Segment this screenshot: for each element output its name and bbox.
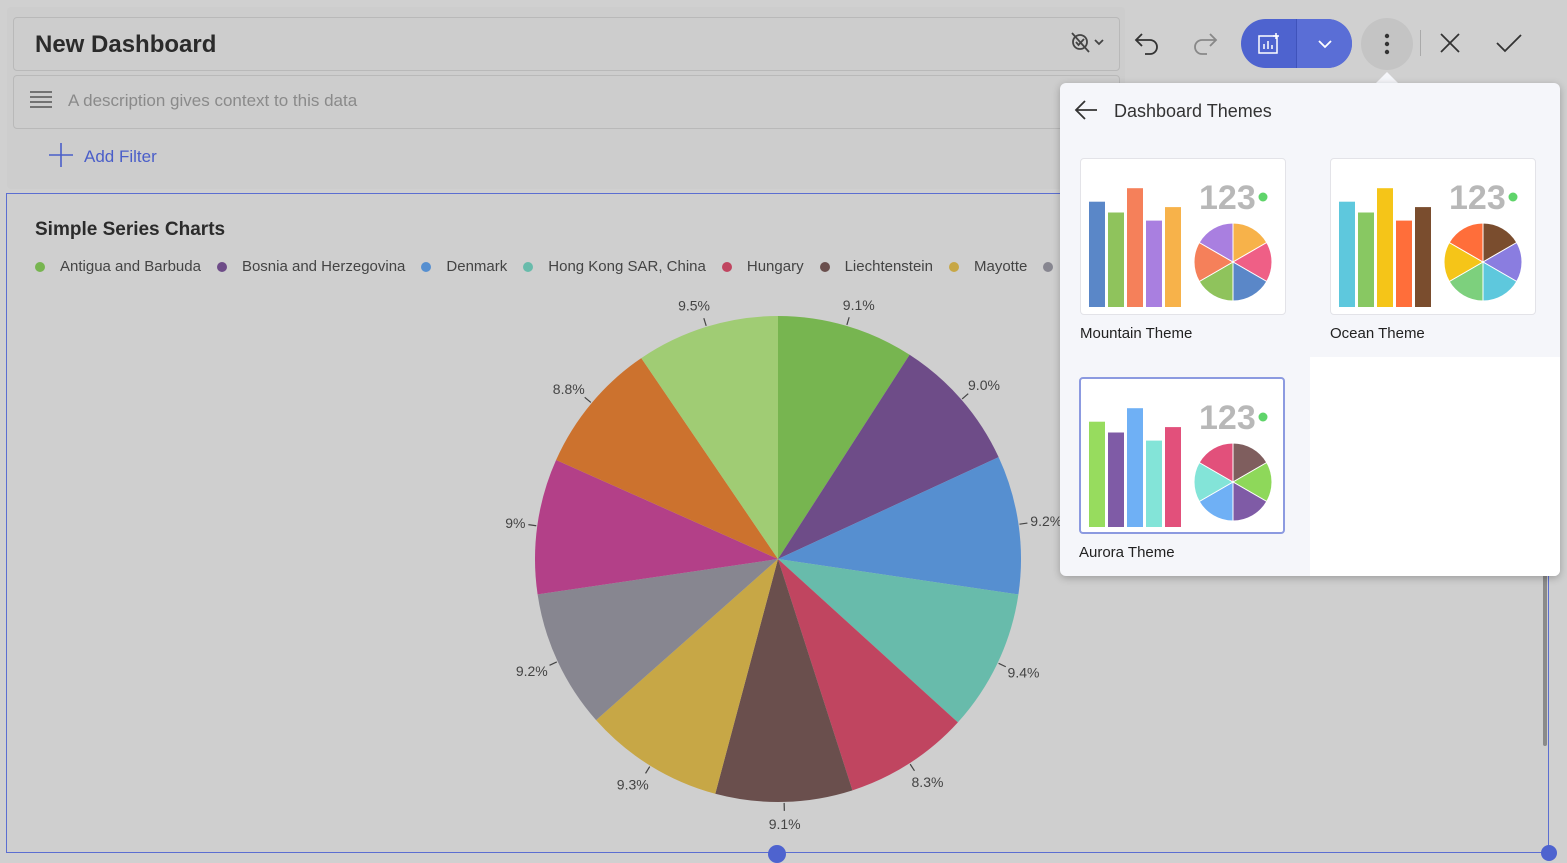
data-label: 9% xyxy=(505,515,525,531)
leader-line xyxy=(1020,523,1028,524)
thumb-bar xyxy=(1377,188,1393,307)
data-label: 9.1% xyxy=(843,297,875,313)
leader-line xyxy=(585,397,591,402)
theme-thumbnail: 123 xyxy=(1330,158,1536,315)
chevron-down-icon xyxy=(1318,39,1332,49)
data-label: 9.0% xyxy=(968,377,1000,393)
visualization-dropdown-icon[interactable] xyxy=(1067,30,1107,63)
vertical-scrollbar[interactable] xyxy=(1543,574,1547,746)
undo-button[interactable] xyxy=(1127,23,1167,63)
theme-thumbnail: 123 xyxy=(1079,377,1285,534)
thumb-bar xyxy=(1165,427,1181,527)
thumb-bar xyxy=(1127,188,1143,307)
add-visualization-button[interactable] xyxy=(1241,19,1296,68)
thumb-bar xyxy=(1108,433,1124,528)
undo-icon xyxy=(1133,31,1161,55)
add-visualization-dropdown[interactable] xyxy=(1296,19,1352,68)
thumb-bar xyxy=(1146,221,1162,307)
add-visualization-icon xyxy=(1258,33,1280,55)
data-label: 8.8% xyxy=(553,381,585,397)
thumb-bar xyxy=(1165,207,1181,307)
thumb-number: 123 xyxy=(1199,399,1256,437)
more-options-button[interactable] xyxy=(1361,18,1413,70)
close-button[interactable] xyxy=(1430,23,1470,63)
description-field[interactable]: A description gives context to this data xyxy=(13,75,1120,129)
theme-name: Ocean Theme xyxy=(1330,325,1536,342)
thumb-bar xyxy=(1396,221,1412,307)
data-label: 9.3% xyxy=(617,776,649,792)
leader-line xyxy=(999,663,1006,666)
pie-chart[interactable]: 9.1% 9.0% 9.2% 9.4% 8.3% 9.1% 9.3% 9.2% 9% 8.8% 9.… xyxy=(7,194,1107,834)
back-arrow-icon[interactable] xyxy=(1074,99,1098,126)
theme-name: Mountain Theme xyxy=(1080,325,1286,342)
redo-icon xyxy=(1191,31,1219,55)
data-label: 9.1% xyxy=(769,816,801,832)
dashboard-themes-panel: Dashboard Themes 123 Mountain Theme 123 … xyxy=(1060,83,1560,576)
theme-card-ocean[interactable]: 123 Ocean Theme xyxy=(1330,158,1536,342)
empty-theme-slot xyxy=(1310,357,1560,576)
thumb-bar xyxy=(1339,202,1355,307)
thumb-bar xyxy=(1415,207,1431,307)
leader-line xyxy=(962,394,968,399)
dashboard-title[interactable]: New Dashboard xyxy=(35,31,216,59)
data-label: 8.3% xyxy=(912,774,944,790)
panel-header: Dashboard Themes xyxy=(1060,83,1560,139)
leader-line xyxy=(528,525,536,526)
theme-card-mountain[interactable]: 123 Mountain Theme xyxy=(1080,158,1286,342)
check-icon xyxy=(1495,33,1523,53)
text-lines-icon xyxy=(30,90,52,115)
thumb-bar xyxy=(1108,213,1124,308)
data-label: 9.2% xyxy=(1030,513,1062,529)
add-visualization-split-button[interactable] xyxy=(1241,19,1352,68)
thumb-number: 123 xyxy=(1199,179,1256,217)
add-filter-button[interactable]: Add Filter xyxy=(48,143,157,171)
data-label: 9.2% xyxy=(516,663,548,679)
leader-line xyxy=(646,767,650,774)
save-button[interactable] xyxy=(1489,23,1529,63)
thumb-dot xyxy=(1509,193,1518,202)
leader-line xyxy=(704,318,706,326)
add-filter-label: Add Filter xyxy=(84,147,157,167)
thumb-bar xyxy=(1089,422,1105,527)
thumb-number: 123 xyxy=(1449,179,1506,217)
close-icon xyxy=(1439,32,1461,54)
theme-thumbnail: 123 xyxy=(1080,158,1286,315)
resize-handle-bottom[interactable] xyxy=(768,845,786,863)
data-label: 9.5% xyxy=(678,298,710,314)
more-vertical-icon xyxy=(1384,33,1390,55)
theme-name: Aurora Theme xyxy=(1079,544,1285,561)
resize-handle-corner[interactable] xyxy=(1541,845,1557,861)
thumb-bar xyxy=(1358,213,1374,308)
leader-line xyxy=(910,764,914,771)
redo-button[interactable] xyxy=(1185,23,1225,63)
thumb-dot xyxy=(1259,413,1268,422)
thumb-bar xyxy=(1127,408,1143,527)
leader-line xyxy=(847,317,849,325)
thumb-bar xyxy=(1089,202,1105,307)
theme-card-aurora[interactable]: 123 Aurora Theme xyxy=(1079,377,1285,561)
plus-icon xyxy=(48,142,74,173)
leader-line xyxy=(550,662,557,665)
data-label: 9.4% xyxy=(1008,664,1040,680)
thumb-bar xyxy=(1146,441,1162,527)
title-field[interactable]: New Dashboard xyxy=(13,17,1120,71)
description-placeholder: A description gives context to this data xyxy=(68,91,357,111)
panel-title: Dashboard Themes xyxy=(1114,101,1272,122)
toolbar-divider xyxy=(1420,30,1421,56)
thumb-dot xyxy=(1259,193,1268,202)
